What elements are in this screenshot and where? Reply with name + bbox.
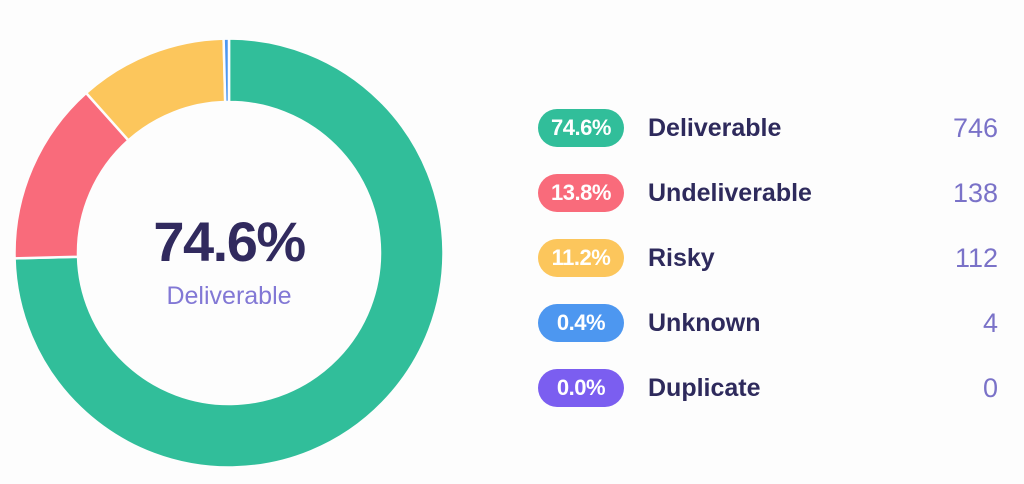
- percent-badge-duplicate: 0.0%: [538, 369, 624, 407]
- legend-count-duplicate: 0: [982, 372, 998, 403]
- legend-row-duplicate[interactable]: 0.0% Duplicate 0: [538, 368, 998, 408]
- donut-slice-deliverable[interactable]: [13, 37, 445, 469]
- legend-count-unknown: 4: [982, 307, 998, 338]
- legend-row-deliverable[interactable]: 74.6% Deliverable 746: [538, 108, 998, 148]
- legend-count-deliverable: 746: [952, 112, 998, 143]
- legend-label-duplicate: Duplicate: [648, 373, 761, 402]
- donut-chart: 74.6% Deliverable: [13, 37, 445, 469]
- percent-badge-risky: 11.2%: [538, 239, 624, 277]
- legend-label-deliverable: Deliverable: [648, 113, 782, 142]
- legend-row-risky[interactable]: 11.2% Risky 112: [538, 238, 998, 278]
- percent-badge-deliverable: 74.6%: [538, 109, 624, 147]
- legend-count-risky: 112: [954, 242, 998, 273]
- donut-chart-svg: [13, 37, 445, 469]
- legend-label-undeliverable: Undeliverable: [648, 178, 812, 207]
- legend-label-unknown: Unknown: [648, 308, 761, 337]
- percent-badge-unknown: 0.4%: [538, 304, 624, 342]
- legend: 74.6% Deliverable 746 13.8% Undeliverabl…: [538, 108, 998, 408]
- percent-badge-undeliverable: 13.8%: [538, 174, 624, 212]
- legend-row-unknown[interactable]: 0.4% Unknown 4: [538, 303, 998, 343]
- legend-row-undeliverable[interactable]: 13.8% Undeliverable 138: [538, 173, 998, 213]
- legend-label-risky: Risky: [648, 243, 715, 272]
- legend-count-undeliverable: 138: [952, 177, 998, 208]
- donut-slice-unknown[interactable]: [222, 37, 231, 104]
